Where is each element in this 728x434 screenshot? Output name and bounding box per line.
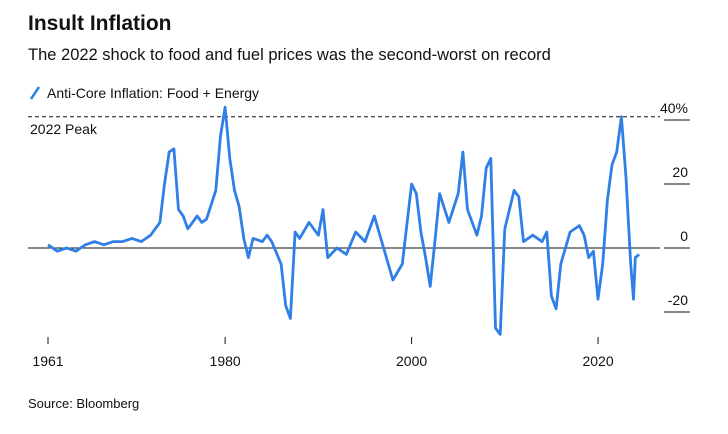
x-tick-label: 1980 [210,353,241,369]
legend-label: Anti-Core Inflation: Food + Energy [47,85,259,101]
chart-subtitle: The 2022 shock to food and fuel prices w… [28,46,551,64]
chart-title: Insult Inflation [28,12,171,35]
source: Source: Bloomberg [28,396,139,411]
series-line [47,105,641,336]
y-tick-label: 0 [680,228,688,244]
y-tick-label: 20 [672,164,688,180]
x-tick-label: 2020 [582,353,613,369]
annotation: 2022 Peak [30,121,98,137]
y-tick-label: -20 [668,292,688,308]
x-tick-label: 2000 [396,353,427,369]
legend-icon [29,86,41,100]
x-tick-label: 1961 [32,353,63,369]
y-tick-label: 40% [660,100,688,116]
